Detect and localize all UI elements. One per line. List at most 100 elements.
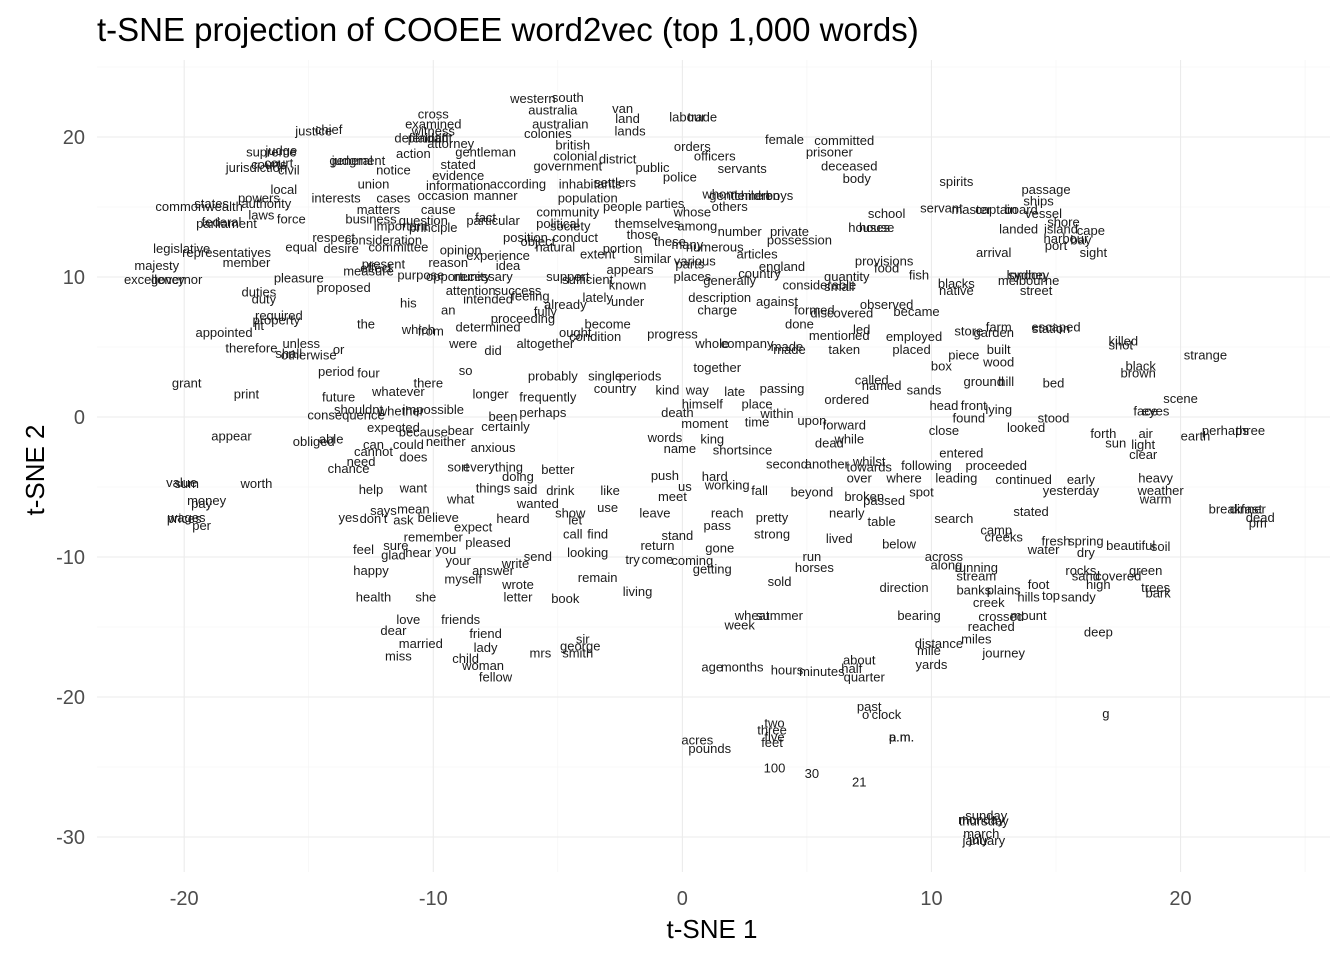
- word-label: can: [363, 437, 384, 452]
- word-label: determined: [456, 319, 521, 334]
- word-label: courts: [251, 157, 287, 172]
- word-label: early: [1067, 472, 1096, 487]
- word-label: stream: [956, 569, 996, 584]
- word-label: commonwealth: [155, 199, 242, 214]
- word-label: parties: [645, 196, 685, 211]
- word-label: support: [546, 269, 590, 284]
- word-label: place: [742, 396, 773, 411]
- word-label: ordered: [824, 392, 869, 407]
- word-label: fully: [534, 304, 558, 319]
- word-label: ships: [1023, 193, 1054, 208]
- word-label: thursday: [959, 814, 1009, 829]
- word-label: top: [1042, 588, 1060, 603]
- y-tick-label: -20: [56, 687, 85, 709]
- word-label: member: [223, 255, 271, 270]
- word-label: close: [929, 423, 959, 438]
- word-label: attention: [446, 283, 496, 298]
- word-label: shot: [1108, 338, 1133, 353]
- word-label: monday: [958, 812, 1005, 827]
- word-label: vessel: [1025, 206, 1062, 221]
- word-label: powers: [238, 191, 280, 206]
- word-label: generally: [703, 273, 756, 288]
- word-label: private: [770, 224, 809, 239]
- word-label: a.m.: [889, 730, 914, 745]
- word-label: body: [843, 171, 872, 186]
- word-label: miss: [385, 648, 412, 663]
- word-label: rocks: [1065, 563, 1097, 578]
- word-label: hours: [771, 662, 804, 677]
- word-label: along: [930, 557, 962, 572]
- word-label: respect: [312, 230, 355, 245]
- word-label: together: [693, 360, 741, 375]
- word-label: everything: [463, 459, 523, 474]
- word-label: parliament: [196, 216, 257, 231]
- word-label: community: [536, 205, 599, 220]
- word-label: earth: [1181, 429, 1211, 444]
- word-label: provisions: [855, 254, 914, 269]
- word-label: house: [859, 220, 894, 235]
- word-label: charge: [697, 303, 737, 318]
- word-label: black: [1126, 359, 1157, 374]
- word-label: sir: [576, 632, 590, 647]
- word-label: king: [700, 431, 724, 446]
- word-label: authority: [241, 196, 291, 211]
- word-label: representatives: [182, 245, 271, 260]
- word-label: whose: [673, 205, 712, 220]
- word-label: return: [640, 538, 674, 553]
- word-label: built: [987, 342, 1011, 357]
- word-label: weather: [1136, 483, 1184, 498]
- word-label: cause: [421, 202, 456, 217]
- word-label: pass: [704, 518, 732, 533]
- word-label: those: [627, 227, 659, 242]
- word-label: evidence: [432, 168, 484, 183]
- word-label: bed: [1043, 375, 1065, 390]
- word-label: money: [187, 493, 227, 508]
- word-label: supreme: [246, 144, 297, 159]
- word-label: search: [934, 511, 973, 526]
- word-label: us: [678, 479, 692, 494]
- word-label: longer: [472, 387, 509, 402]
- word-label: running: [955, 560, 998, 575]
- word-label: 21: [852, 774, 866, 789]
- word-label: perhaps: [1202, 423, 1249, 438]
- word-label: because: [399, 424, 448, 439]
- word-label: observed: [860, 297, 913, 312]
- word-label: appears: [607, 262, 654, 277]
- word-label: among: [677, 219, 717, 234]
- word-label: already: [544, 297, 587, 312]
- word-label: reason: [428, 255, 468, 270]
- word-label: acres: [681, 732, 713, 747]
- x-tick-label: -20: [170, 888, 199, 910]
- word-label: journey: [981, 646, 1025, 661]
- word-label: distance: [915, 636, 963, 651]
- word-label: sunday: [965, 808, 1007, 823]
- x-axis-ticks: -20 -10 0 10 20: [170, 888, 1192, 910]
- word-label: lady: [474, 640, 498, 655]
- word-label: strange: [1184, 347, 1227, 362]
- word-label: leading: [935, 471, 977, 486]
- word-label: effect: [360, 261, 392, 276]
- word-label: heard: [496, 511, 529, 526]
- word-label: plaintiff: [408, 130, 449, 145]
- word-label: answer: [472, 563, 515, 578]
- word-label: time: [745, 415, 770, 430]
- word-label: servants: [718, 161, 768, 176]
- word-label: idea: [496, 258, 521, 273]
- word-label: pay: [191, 496, 212, 511]
- word-label: proceeded: [965, 458, 1026, 473]
- word-label: o'clock: [862, 707, 902, 722]
- word-label: melbourne: [998, 273, 1059, 288]
- word-label: name: [664, 441, 697, 456]
- word-label: could: [393, 437, 424, 452]
- word-label: chance: [328, 461, 370, 476]
- word-label: four: [357, 366, 380, 381]
- word-label: settlers: [594, 175, 636, 190]
- word-label: working: [704, 478, 750, 493]
- x-tick-label: -10: [419, 888, 448, 910]
- word-label: miles: [961, 632, 992, 647]
- word-label: force: [277, 212, 306, 227]
- word-label: intended: [463, 291, 513, 306]
- word-label: description: [688, 290, 751, 305]
- word-label: himself: [682, 396, 724, 411]
